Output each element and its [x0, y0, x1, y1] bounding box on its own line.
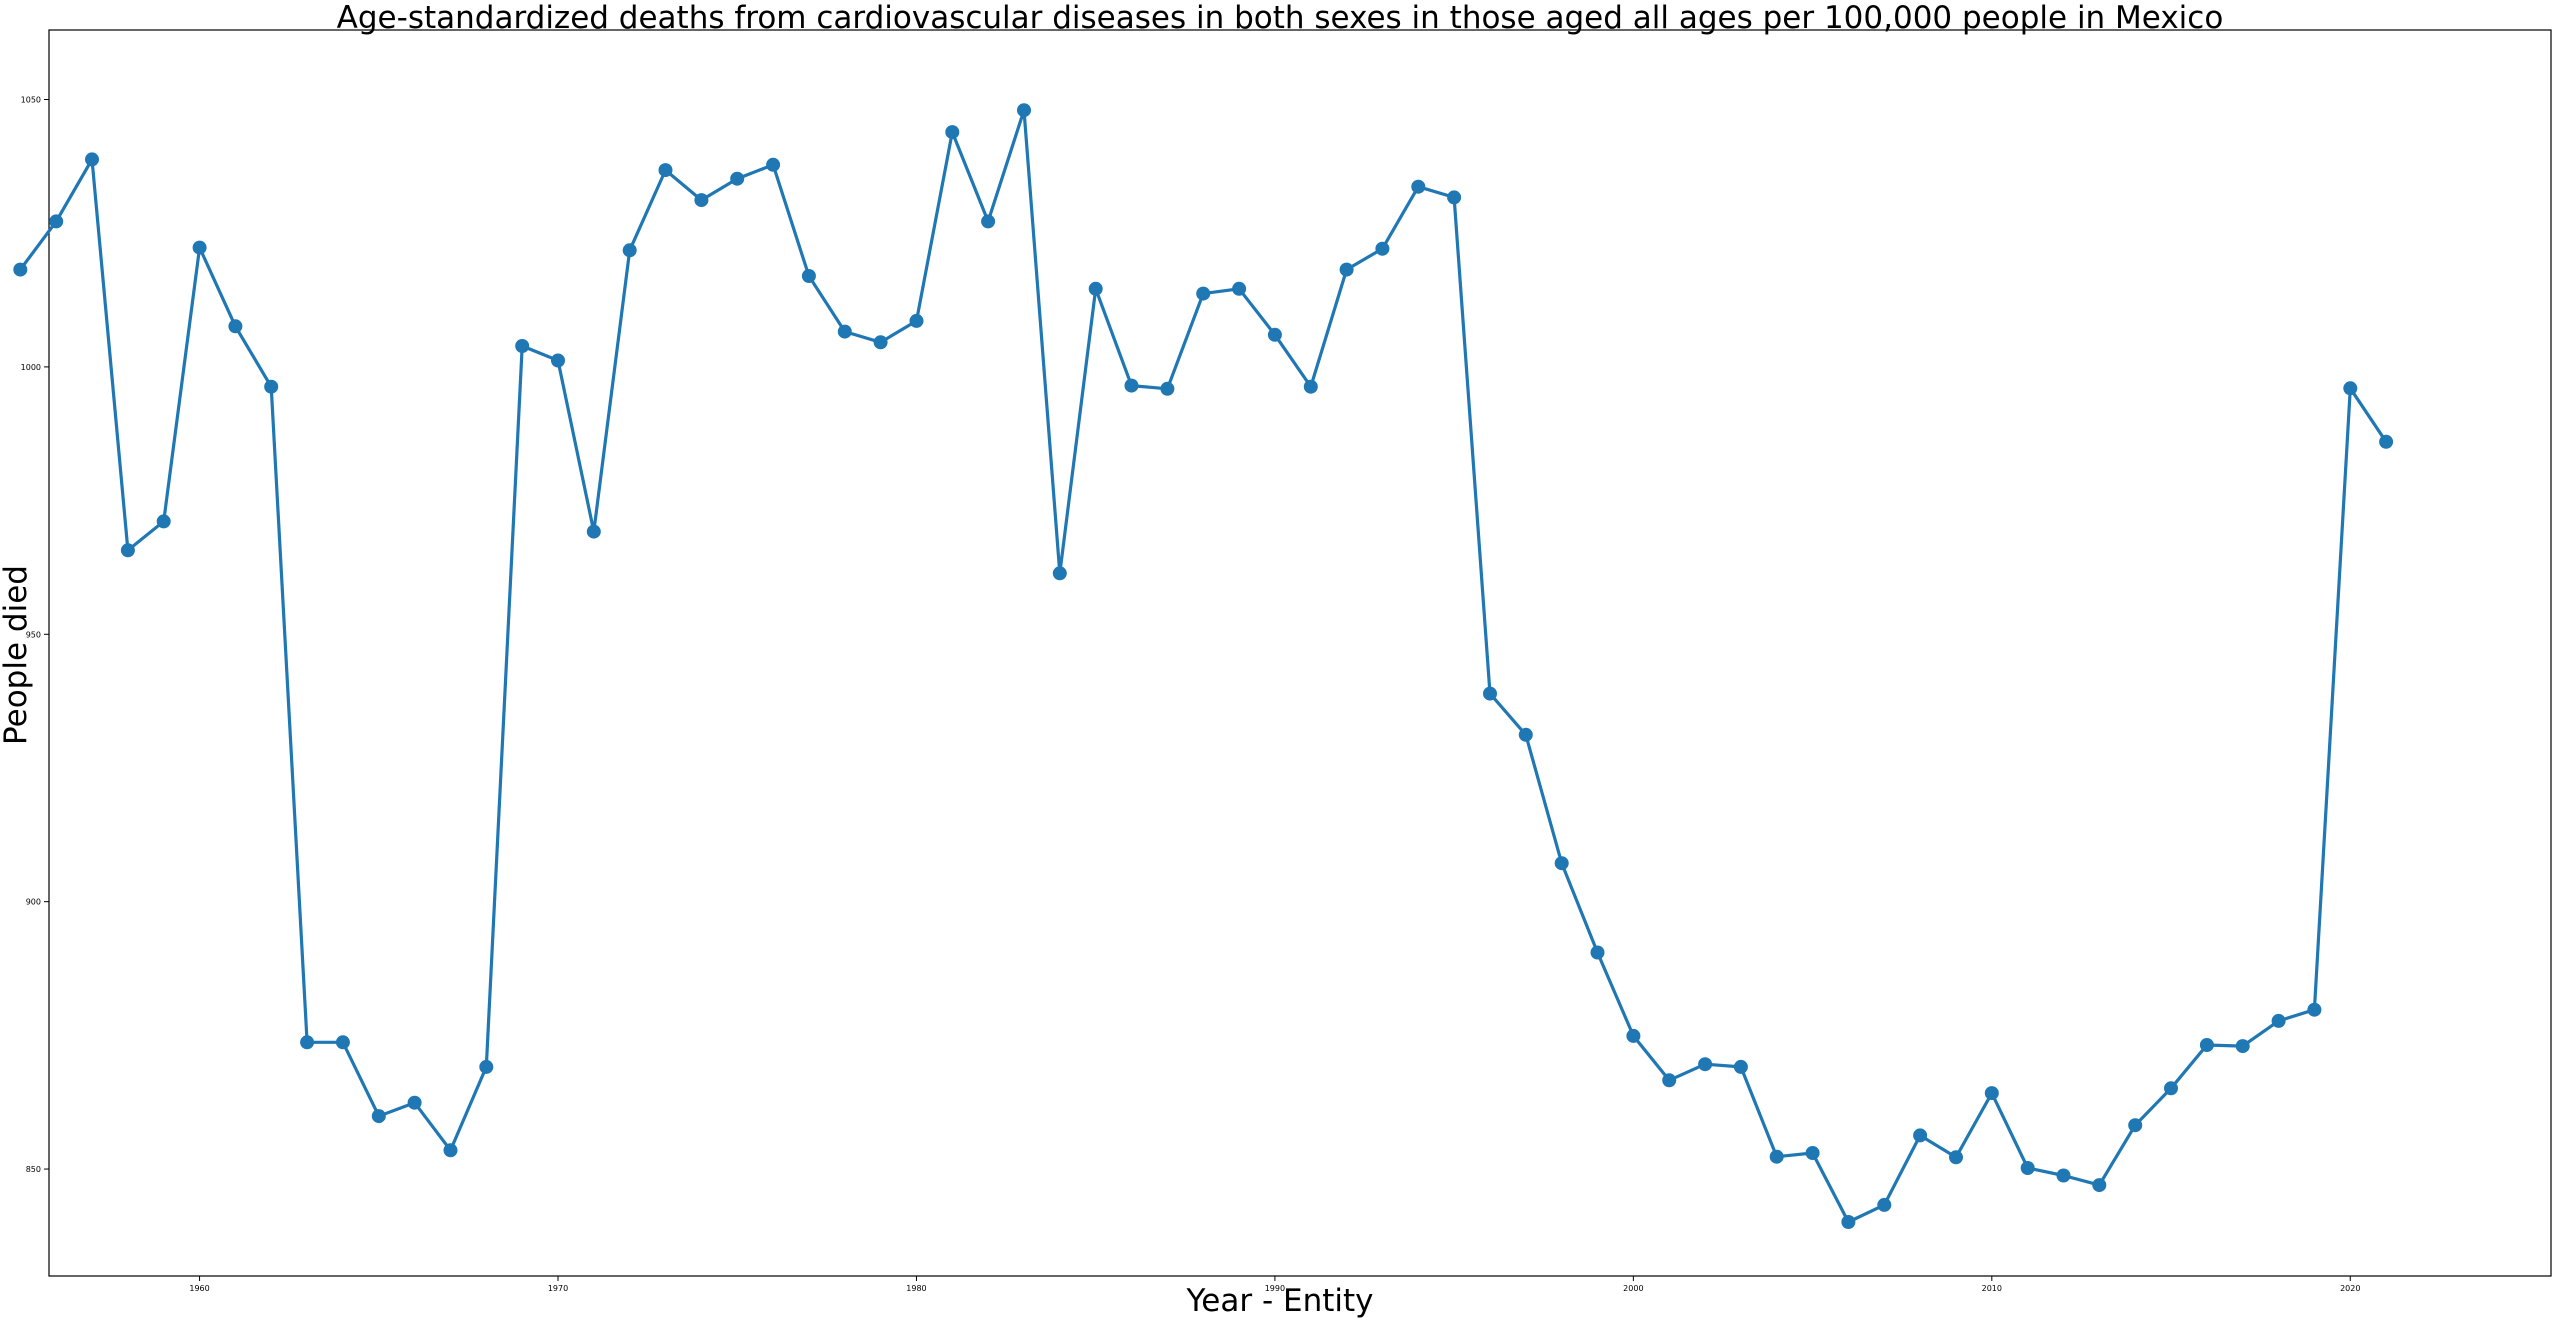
x-tick-label: 1980 — [906, 1284, 926, 1293]
data-point — [801, 269, 816, 283]
data-point — [2307, 1002, 2322, 1017]
data-point — [156, 514, 171, 529]
data-point — [586, 524, 601, 539]
data-point — [1554, 856, 1569, 871]
x-tick-label: 2000 — [1623, 1284, 1643, 1293]
data-point — [1303, 379, 1318, 394]
data-point — [1841, 1215, 1856, 1229]
data-point — [2164, 1081, 2178, 1096]
data-point — [2020, 1161, 2035, 1175]
data-point — [1447, 190, 1462, 205]
data-point — [443, 1143, 458, 1158]
data-point — [1339, 262, 1354, 277]
data-point — [2379, 434, 2394, 449]
data-point — [2235, 1039, 2250, 1054]
data-point — [2343, 381, 2358, 396]
data-point — [13, 262, 28, 277]
data-point — [766, 157, 781, 172]
data-point — [1733, 1059, 1748, 1074]
data-point — [192, 240, 207, 255]
data-point — [1088, 281, 1103, 296]
x-axis-ticks: 1960 1970 1980 1990 2000 2010 2020 — [189, 1276, 2360, 1293]
series-layer — [13, 103, 2394, 1229]
data-point — [981, 214, 996, 229]
y-tick-label: 900 — [26, 898, 41, 907]
data-point — [730, 171, 745, 186]
data-point — [873, 335, 888, 350]
x-tick-label: 1970 — [548, 1284, 568, 1293]
data-point — [1590, 945, 1605, 960]
data-point — [909, 313, 924, 328]
data-point — [1483, 686, 1497, 701]
data-point — [1805, 1146, 1820, 1160]
data-point — [371, 1109, 386, 1124]
x-tick-label: 2020 — [2340, 1284, 2360, 1293]
data-point — [1518, 727, 1533, 742]
data-point — [1375, 241, 1390, 256]
data-point — [1052, 566, 1067, 581]
x-tick-label: 2010 — [1982, 1284, 2002, 1293]
data-point — [49, 214, 64, 229]
data-point — [658, 163, 673, 178]
data-point — [1411, 179, 1426, 194]
data-point — [515, 339, 530, 353]
data-point — [1662, 1073, 1677, 1088]
data-point — [2271, 1013, 2286, 1028]
data-point — [2199, 1038, 2214, 1052]
y-tick-label: 1000 — [21, 363, 41, 372]
data-point — [945, 125, 960, 140]
x-tick-label: 1960 — [189, 1284, 209, 1293]
x-axis-label: Year - Entity — [1186, 1283, 1374, 1319]
data-point — [837, 324, 852, 339]
y-axis-ticks: 850 900 950 1000 1050 — [21, 96, 49, 1174]
data-point — [1949, 1150, 1963, 1165]
data-point — [1984, 1086, 1999, 1101]
data-point — [694, 193, 709, 208]
data-point — [1626, 1028, 1641, 1043]
data-point — [300, 1035, 315, 1050]
data-point — [2128, 1118, 2143, 1133]
data-point — [1913, 1128, 1928, 1143]
data-point — [1769, 1149, 1784, 1164]
data-point — [1698, 1057, 1713, 1072]
series-line — [19, 108, 2388, 1224]
data-point — [407, 1095, 422, 1110]
data-point — [335, 1035, 350, 1050]
data-point — [85, 152, 99, 167]
x-tick-label: 1990 — [1265, 1284, 1285, 1293]
data-point — [479, 1059, 494, 1074]
data-point — [1196, 286, 1211, 301]
data-point — [264, 379, 279, 394]
data-point — [551, 353, 565, 368]
data-point — [1017, 103, 1031, 118]
data-point — [2092, 1178, 2107, 1193]
data-point — [622, 243, 637, 258]
data-point — [2056, 1168, 2071, 1183]
data-point — [1877, 1197, 1892, 1212]
data-point — [1124, 378, 1139, 393]
data-point — [1160, 381, 1175, 396]
data-point — [1232, 281, 1247, 296]
plot-area-frame — [48, 29, 2552, 1277]
y-tick-label: 850 — [26, 1165, 41, 1174]
data-point — [120, 543, 135, 558]
data-point — [1267, 327, 1282, 342]
y-tick-label: 1050 — [21, 96, 41, 105]
y-tick-label: 950 — [26, 630, 41, 639]
data-point — [228, 319, 243, 334]
